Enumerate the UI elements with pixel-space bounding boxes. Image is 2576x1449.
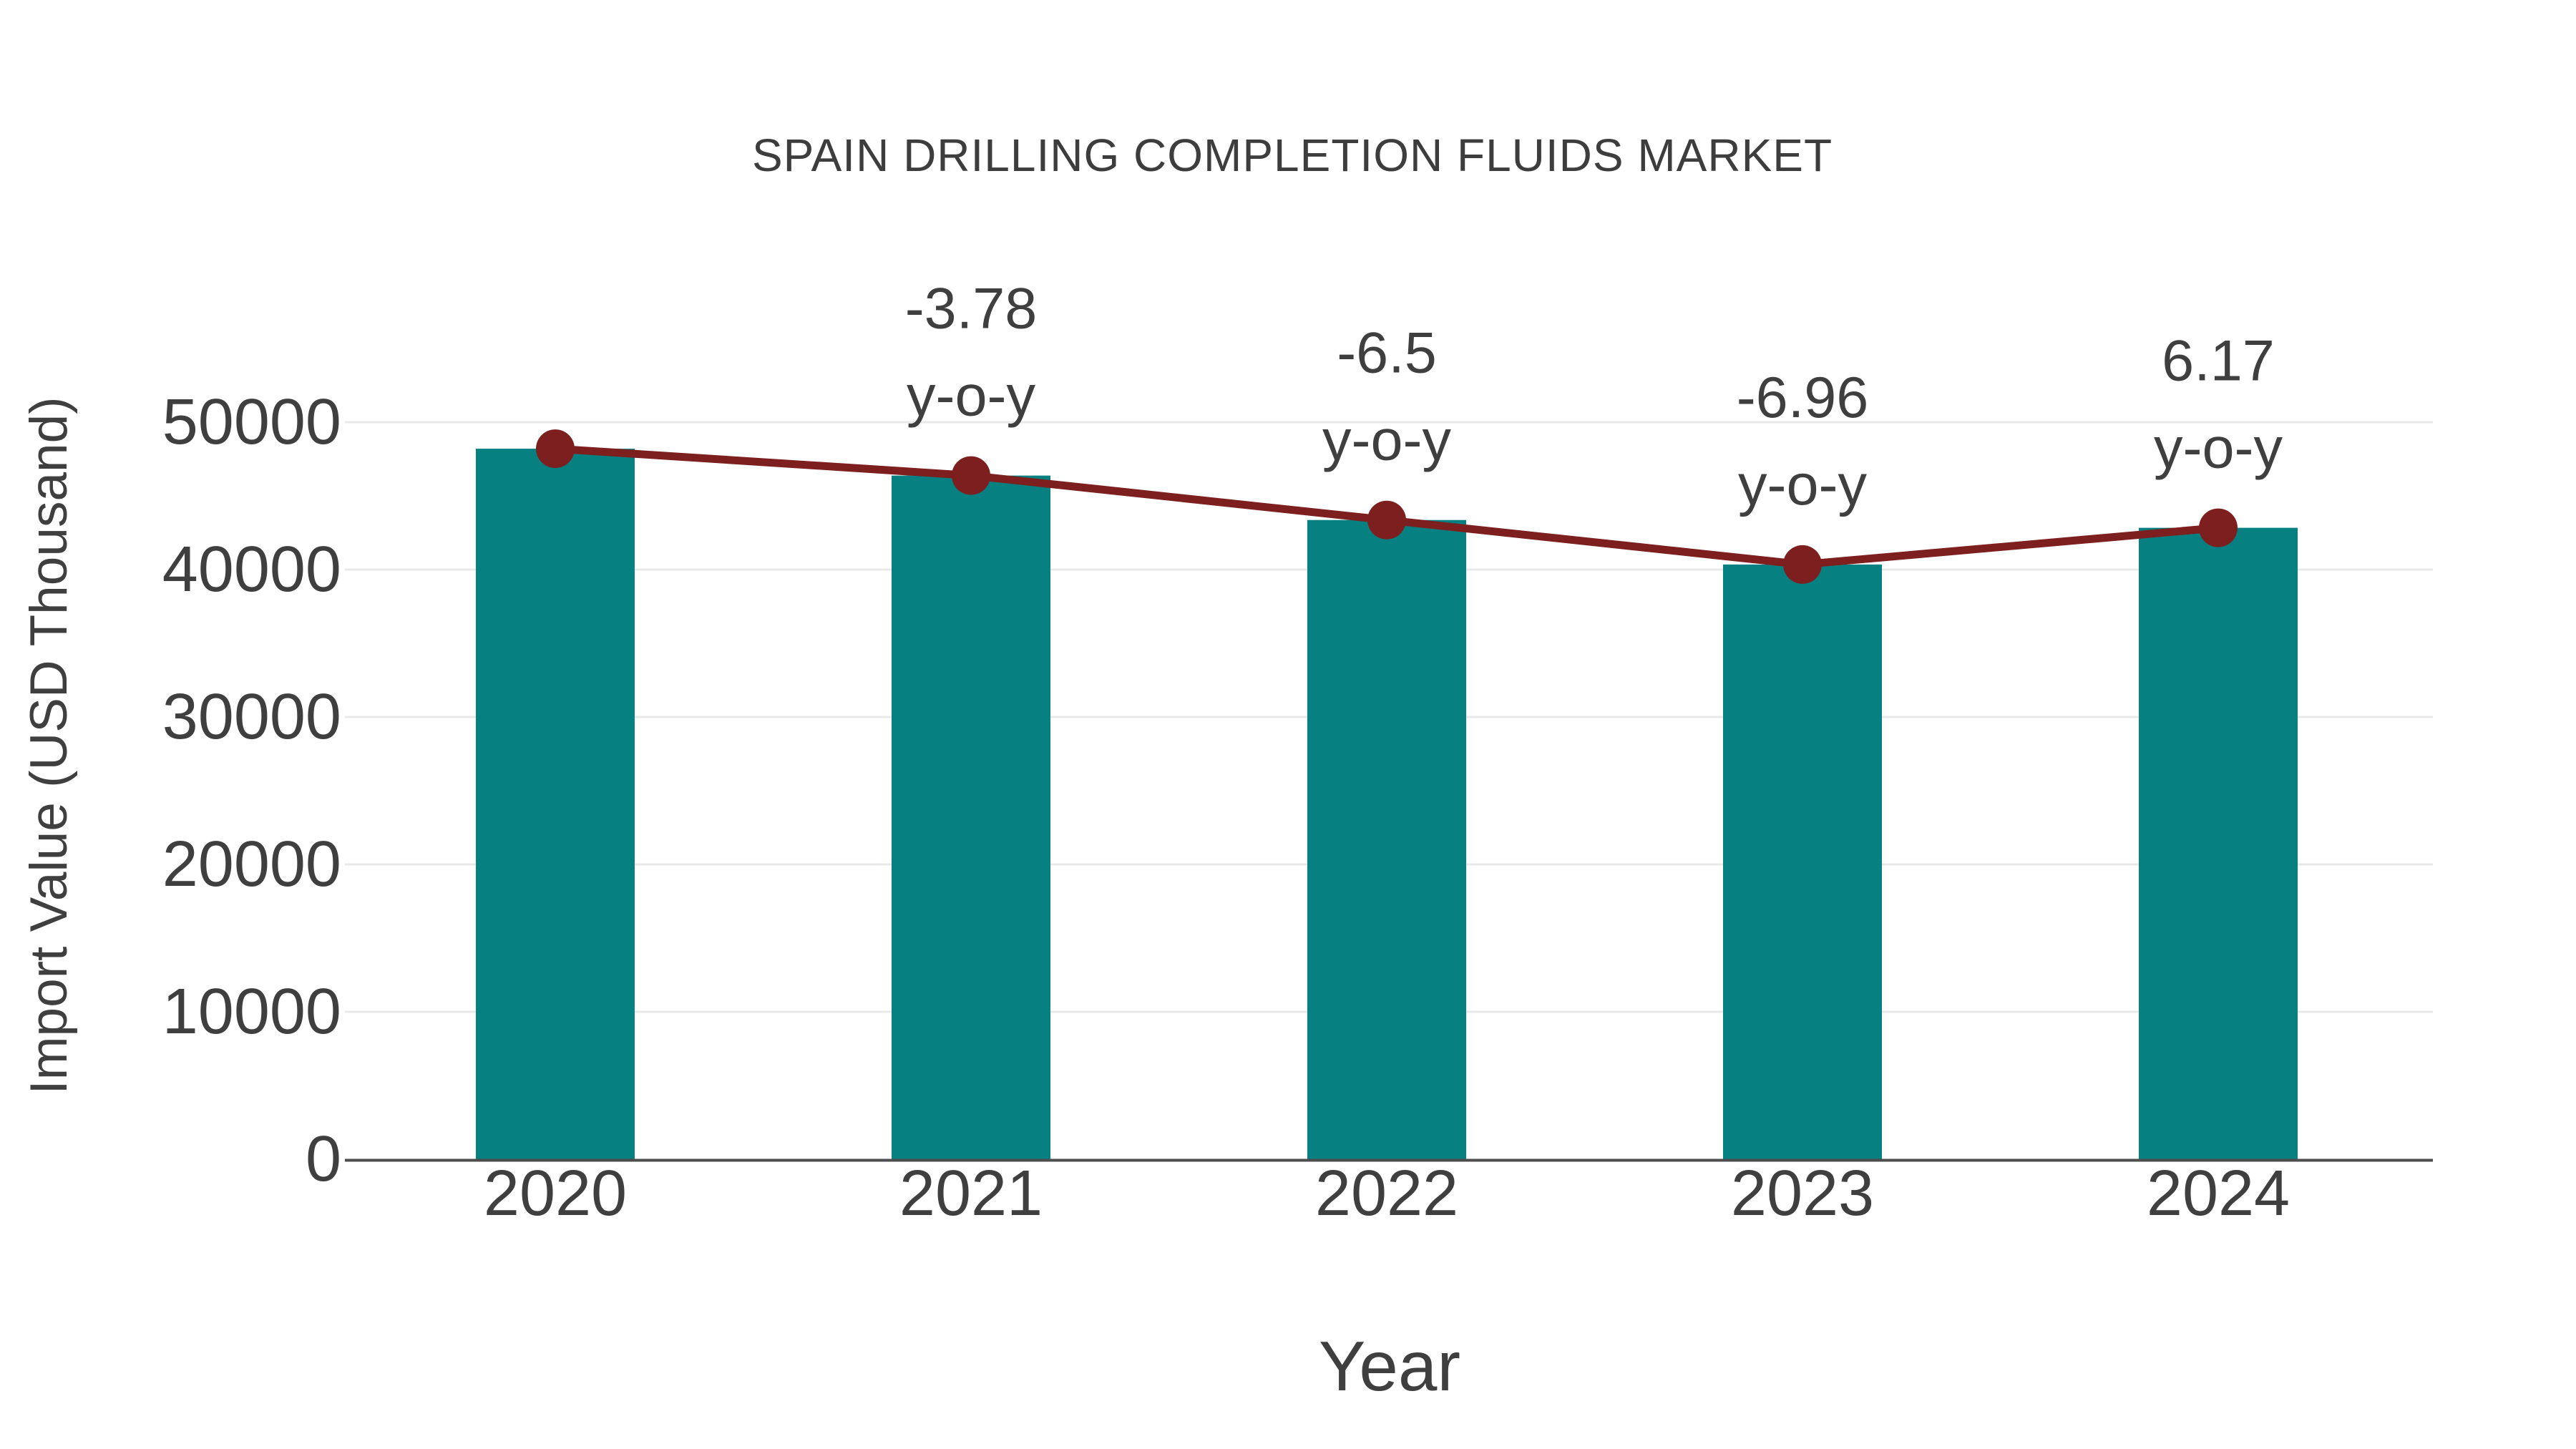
x-axis-label: Year (1319, 1327, 1460, 1405)
y-tick-label-0: 0 (306, 1123, 341, 1195)
x-tick-label-2023: 2023 (1731, 1158, 1874, 1229)
annotation-value: 6.17 (2162, 329, 2275, 394)
marker-2020 (536, 429, 575, 469)
bar-2021 (892, 475, 1050, 1159)
y-tick-label-40000: 40000 (162, 534, 341, 605)
y-tick-labels: 0 10000 20000 30000 40000 50000 (162, 386, 341, 1195)
y-tick-label-30000: 30000 (162, 681, 341, 753)
annotation-value: -3.78 (905, 277, 1038, 341)
annotation-2021: -3.78 y-o-y (905, 277, 1038, 429)
bar-2020 (476, 449, 635, 1159)
bars (476, 449, 2298, 1159)
annotation-suffix: y-o-y (2154, 416, 2283, 481)
y-tick-label-50000: 50000 (162, 386, 341, 458)
marker-2023 (1783, 545, 1822, 584)
annotation-2024: 6.17 y-o-y (2154, 329, 2283, 481)
marker-2024 (2199, 508, 2238, 547)
y-tick-label-10000: 10000 (162, 976, 341, 1048)
x-tick-label-2024: 2024 (2147, 1158, 2290, 1229)
x-tick-label-2021: 2021 (899, 1158, 1043, 1229)
annotation-value: -6.96 (1737, 366, 1869, 430)
chart-title: SPAIN DRILLING COMPLETION FLUIDS MARKET (752, 130, 1833, 181)
marker-2022 (1367, 500, 1406, 540)
annotation-suffix: y-o-y (1738, 453, 1867, 517)
annotation-2023: -6.96 y-o-y (1737, 366, 1869, 517)
marker-2021 (952, 456, 990, 495)
annotation-suffix: y-o-y (907, 364, 1035, 429)
x-tick-label-2020: 2020 (484, 1158, 627, 1229)
y-axis-label: Import Value (USD Thousand) (20, 396, 78, 1094)
bar-2024 (2139, 527, 2298, 1159)
y-tick-label-20000: 20000 (162, 829, 341, 900)
bar-2023 (1723, 564, 1882, 1159)
trend-line (536, 429, 2238, 584)
annotations: -3.78 y-o-y -6.5 y-o-y -6.96 y-o-y 6.17 y-o-y (905, 277, 2283, 517)
x-tick-labels: 2020 2021 2022 2023 2024 (484, 1158, 2290, 1229)
annotation-2022: -6.5 y-o-y (1322, 321, 1451, 473)
annotation-value: -6.5 (1337, 321, 1437, 386)
bar-2022 (1307, 519, 1466, 1159)
annotation-suffix: y-o-y (1322, 409, 1451, 473)
x-tick-label-2022: 2022 (1315, 1158, 1458, 1229)
